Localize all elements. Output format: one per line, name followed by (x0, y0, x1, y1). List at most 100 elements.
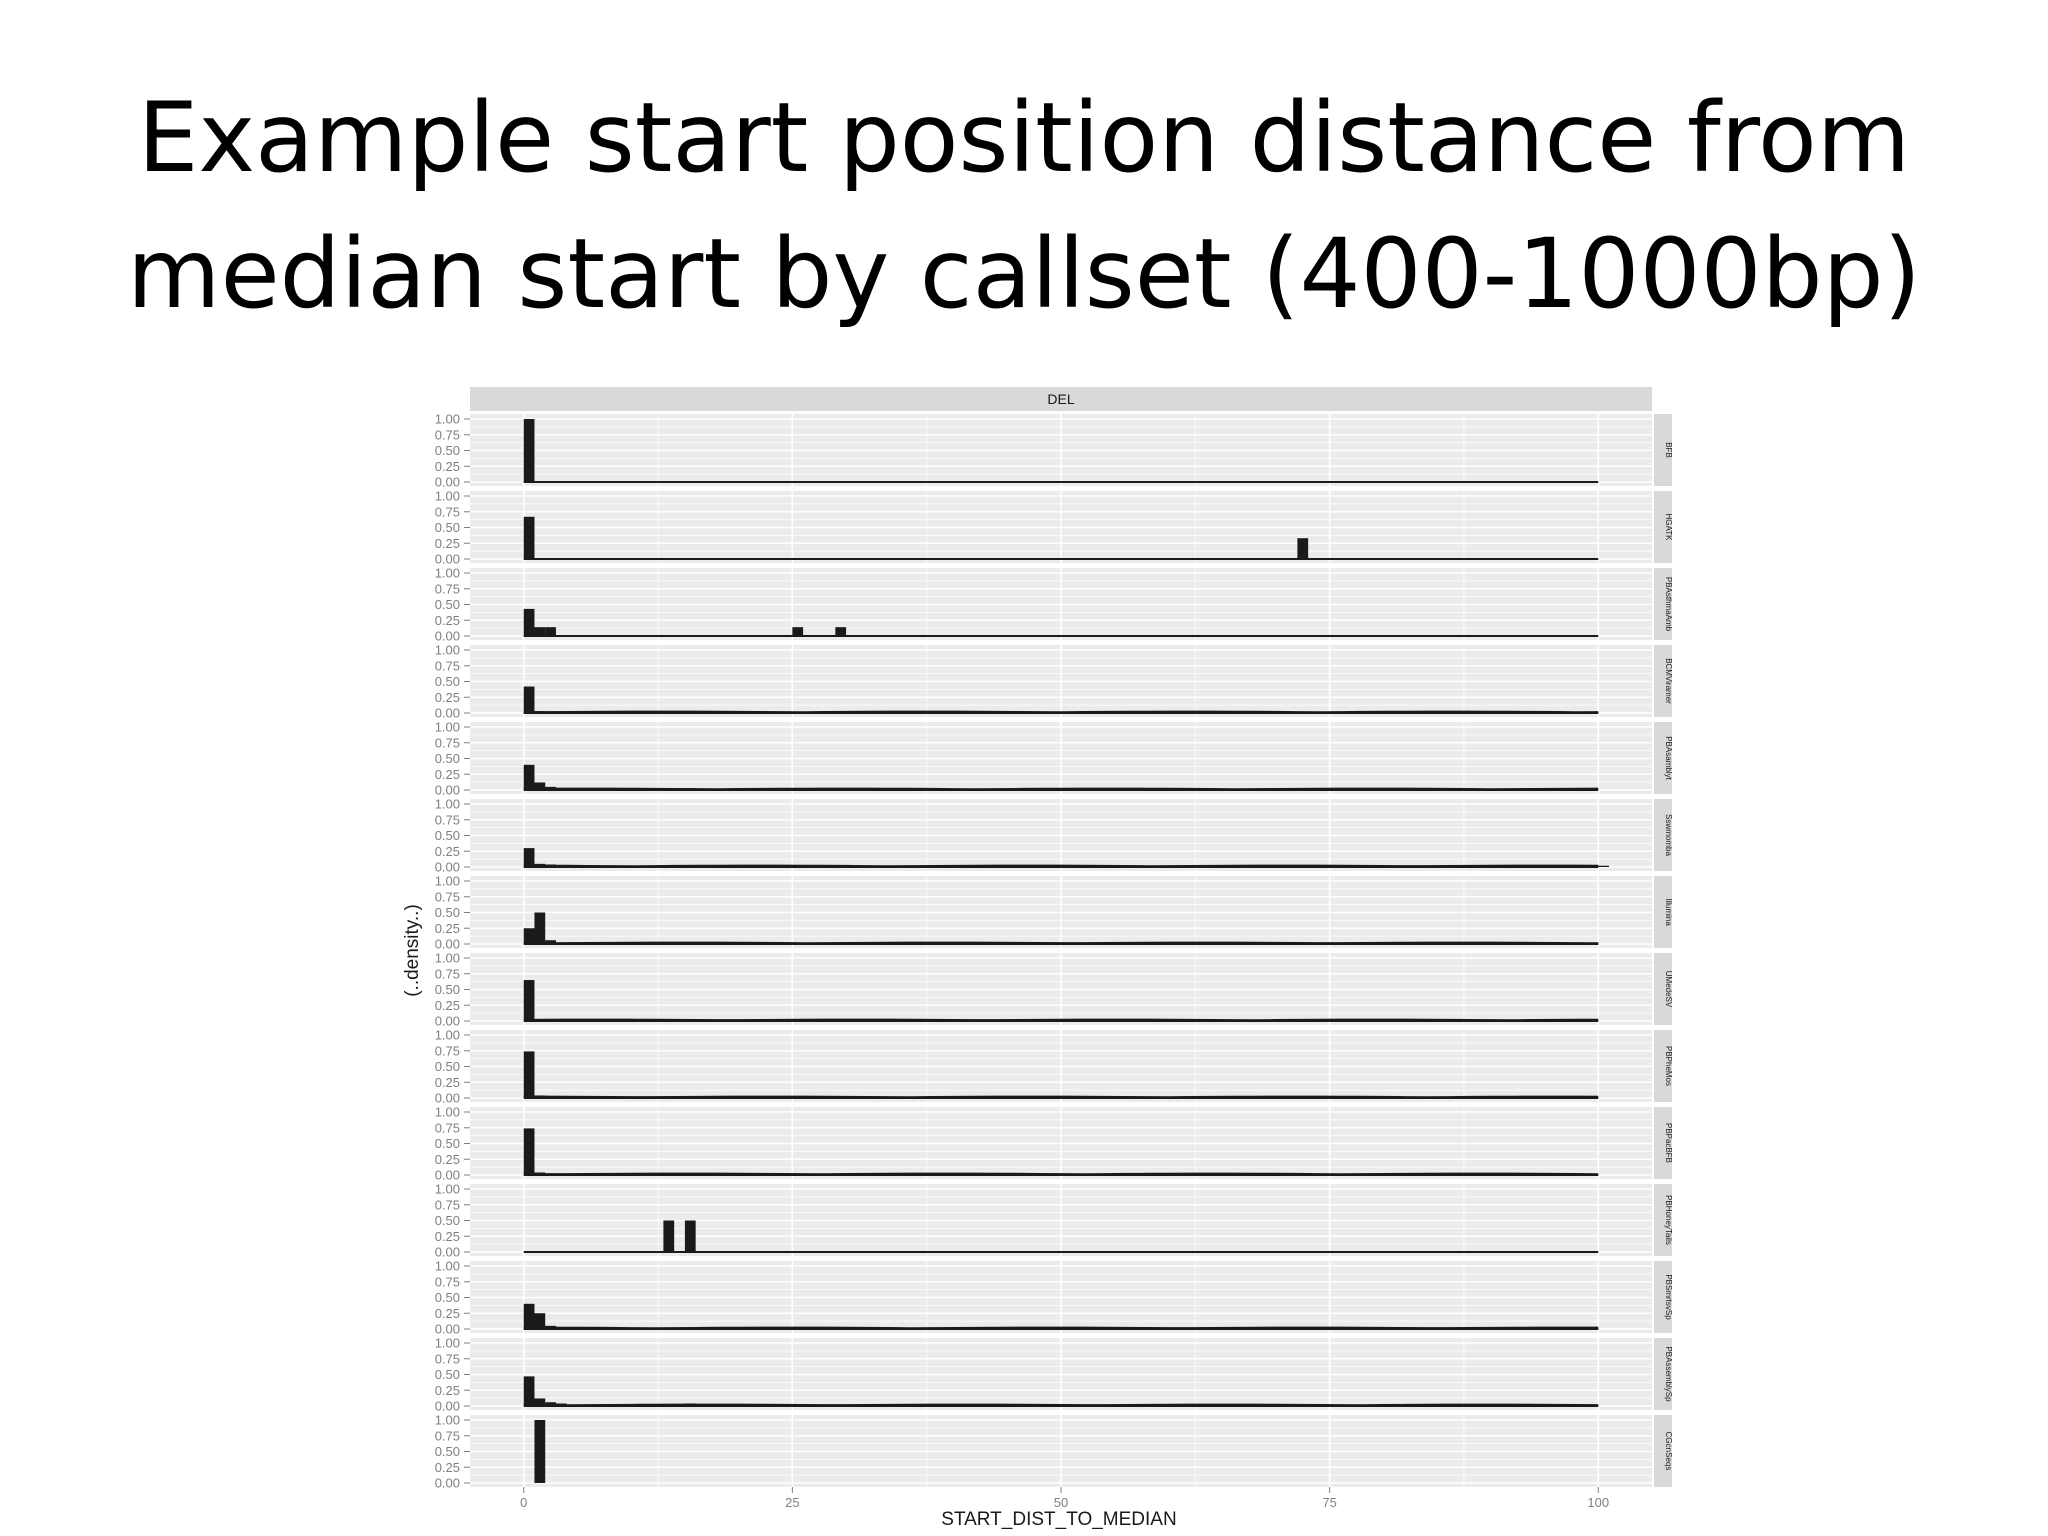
y-tick-label: 0.50 (435, 1213, 460, 1228)
facet-strip-right (1654, 414, 1672, 486)
facet-strip-right (1654, 1030, 1672, 1102)
x-tick-label: 75 (1322, 1495, 1336, 1510)
facet-row-label: CGcnSeqs (1664, 1432, 1673, 1471)
y-tick-label: 1.00 (435, 797, 460, 812)
facet-strip-right (1654, 876, 1672, 948)
x-tick-label: 0 (520, 1495, 527, 1510)
y-tick-label: 0.25 (435, 1075, 460, 1090)
histogram-bar (534, 711, 546, 713)
y-tick-label: 1.00 (435, 1336, 460, 1351)
y-tick-label: 0.50 (435, 1367, 460, 1382)
histogram-bar (534, 1420, 546, 1483)
histogram-bar (523, 980, 535, 1021)
y-tick-label: 0.50 (435, 1290, 460, 1305)
histogram-bar (545, 1402, 556, 1406)
facet-row-label: PBPheMos (1664, 1046, 1673, 1086)
histogram-bar (684, 711, 696, 713)
histogram-bar (534, 1313, 546, 1329)
y-tick-label: 0.75 (435, 735, 460, 750)
y-tick-label: 0.75 (435, 1274, 460, 1289)
facet-row-label: UMedeSV (1664, 971, 1673, 1008)
facet-row-label: BCMViramer (1664, 658, 1673, 704)
y-tick-label: 0.75 (435, 427, 460, 442)
x-tick-label: 100 (1587, 1495, 1609, 1510)
slide-title-line-2: median start by callset (400-1000bp) (127, 218, 1921, 330)
histogram-bar (523, 848, 535, 867)
facet-row-label: HGATK (1664, 514, 1673, 542)
facet-row-label: PBSmrtsvSp (1664, 1274, 1673, 1320)
x-tick-label: 25 (785, 1495, 799, 1510)
histogram-bar (523, 686, 535, 713)
y-axis-title: (..density..) (402, 904, 423, 997)
histogram-bar (545, 786, 556, 790)
histogram-bar (523, 608, 535, 636)
y-tick-label: 0.25 (435, 844, 460, 859)
density-tail (523, 864, 1599, 868)
y-tick-label: 1.00 (435, 643, 460, 658)
density-tail (523, 1018, 1599, 1022)
y-tick-label: 0.25 (435, 921, 460, 936)
facet-row-label: Illumina (1664, 898, 1673, 926)
y-tick-label: 1.00 (435, 1028, 460, 1043)
histogram-bar (523, 1051, 535, 1098)
facet-strip-label: DEL (1047, 391, 1074, 407)
facet-row-label: PBAsthmaAmb (1664, 577, 1673, 632)
histogram-bar (1598, 865, 1610, 867)
facet-strip-right (1654, 1415, 1672, 1487)
histogram-bar (523, 764, 535, 790)
y-tick-label: 1.00 (435, 874, 460, 889)
facet-row-label: BFB (1664, 442, 1673, 458)
density-tail (523, 710, 1599, 714)
histogram-bar (684, 1403, 696, 1406)
histogram-bar (835, 627, 847, 636)
y-tick-label: 0.75 (435, 889, 460, 904)
y-tick-label: 1.00 (435, 566, 460, 581)
histogram-bar (555, 1403, 567, 1406)
histogram-bar (523, 928, 535, 944)
histogram-bar (684, 788, 696, 790)
y-tick-label: 0.50 (435, 1444, 460, 1459)
histogram-bar (663, 1220, 675, 1252)
y-tick-label: 0.75 (435, 658, 460, 673)
y-tick-label: 0.00 (435, 783, 460, 798)
histogram-bar (566, 865, 578, 867)
y-tick-label: 0.25 (435, 1152, 460, 1167)
facet-strip-right (1654, 799, 1672, 871)
density-tail (523, 787, 1599, 791)
x-tick-label: 50 (1054, 1495, 1068, 1510)
y-tick-label: 0.75 (435, 812, 460, 827)
y-tick-label: 0.25 (435, 613, 460, 628)
y-tick-label: 0.25 (435, 536, 460, 551)
y-tick-label: 0.75 (435, 1428, 460, 1443)
density-tail (523, 1172, 1599, 1176)
y-tick-label: 0.50 (435, 1059, 460, 1074)
histogram-bar (674, 1327, 685, 1329)
y-tick-label: 0.75 (435, 581, 460, 596)
histogram-bar (566, 942, 578, 944)
facet-row-label: PBAssemblySp (1664, 1346, 1673, 1402)
histogram-bar (523, 1376, 535, 1406)
y-tick-label: 0.00 (435, 1245, 460, 1260)
histogram-bar (555, 788, 567, 790)
histogram-bar (523, 1303, 535, 1329)
histogram-bar (545, 711, 556, 713)
y-tick-label: 0.25 (435, 1383, 460, 1398)
histogram-bar (523, 1128, 535, 1175)
y-tick-label: 1.00 (435, 951, 460, 966)
y-tick-label: 0.00 (435, 1091, 460, 1106)
facet-strip-right (1654, 645, 1672, 717)
y-tick-label: 0.75 (435, 1043, 460, 1058)
y-tick-label: 1.00 (435, 489, 460, 504)
y-tick-label: 0.50 (435, 828, 460, 843)
histogram-bar (792, 627, 804, 636)
facet-strip-right (1654, 1338, 1672, 1410)
y-tick-label: 0.75 (435, 1351, 460, 1366)
histogram-bar (534, 627, 546, 636)
y-tick-label: 0.00 (435, 629, 460, 644)
x-axis-title: START_DIST_TO_MEDIAN (941, 1509, 1176, 1530)
histogram-bar (534, 1095, 546, 1098)
y-tick-label: 0.50 (435, 443, 460, 458)
y-tick-label: 0.25 (435, 459, 460, 474)
y-tick-label: 0.00 (435, 1014, 460, 1029)
y-tick-label: 0.50 (435, 905, 460, 920)
